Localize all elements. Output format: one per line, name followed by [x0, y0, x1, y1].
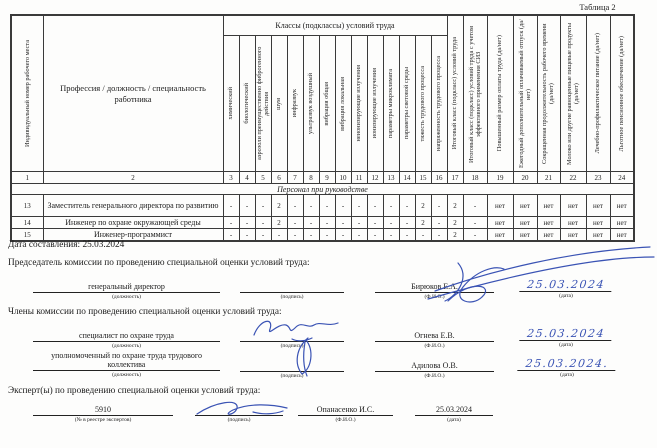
profession-cell: Заместитель генерального директора по ра…: [42, 194, 224, 217]
position-field: уполномоченный по охране труда трудового…: [33, 346, 220, 378]
table-caption: Таблица 2: [579, 2, 616, 12]
signature-field: (подпись): [240, 280, 344, 300]
factor-header: тяжесть трудового процесса: [414, 35, 432, 172]
col-header-workplace-number: Индивидуальный номер рабочего места: [10, 14, 44, 172]
col-header-final-class: Итоговый класс (подкласс) условий труда: [446, 14, 464, 172]
profession-cell: Инженер-программист: [42, 228, 224, 242]
col-header-increased-pay: Повышенный размер оплаты труда (да/нет): [486, 14, 514, 172]
date-field: 25.03.2024 (дата): [519, 327, 613, 348]
expert-registry-number-field: 5910 (№ в реестре экспертов): [33, 403, 173, 423]
signature-field: (подпись): [240, 329, 344, 349]
experts-title: Эксперт(ы) по проведению специальной оце…: [8, 386, 261, 396]
factor-header: химический: [222, 35, 240, 172]
signature-field: (подпись): [195, 403, 283, 423]
factor-header: инфразвук: [286, 35, 304, 172]
chairman-title: Председатель комиссии по проведению спец…: [8, 258, 310, 268]
date-field: 25.03.2024 (дата): [519, 278, 613, 299]
table-row: 15 Инженер-программист - - - - - - - - -…: [10, 228, 635, 242]
date-field: 25.03.2024. (дата): [517, 357, 617, 378]
compose-date: Дата составления: 25.03.2024: [8, 240, 125, 250]
members-title: Члены комиссии по проведению специальной…: [8, 307, 282, 317]
factor-header: ультразвук воздушный: [302, 35, 320, 172]
fio-field: Огнева Е.В. (Ф.И.О.): [375, 329, 494, 349]
table-row: 14 Инженер по охране окружающей среды - …: [10, 216, 635, 229]
factor-header: параметры микроклимата: [382, 35, 400, 172]
position-field: генеральный директор (должность): [33, 280, 220, 300]
date-field: 25.03.2024 (дата): [415, 403, 493, 423]
signature-field: (подпись): [240, 359, 344, 379]
col-header-milk: Молоко или другие равноценные пищевые пр…: [559, 14, 587, 172]
position-field: специалист по охране труда (должность): [33, 329, 220, 349]
col-header-final-class-siz: Итоговый класс (подкласс) условий труда …: [462, 14, 488, 172]
factor-header: вибрация локальная: [334, 35, 352, 172]
fio-field: Опанасенко И.С. (Ф.И.О.): [298, 403, 393, 423]
profession-cell: Инженер по охране окружающей среды: [42, 216, 224, 229]
col-header-therapeutic-food: Лечебно-профилактическое питание (да/нет…: [585, 14, 611, 172]
factor-header: неионизирующие излучения: [350, 35, 368, 172]
working-conditions-table: Индивидуальный номер рабочего места Проф…: [10, 14, 635, 242]
factor-header: напряженность трудового процесса: [430, 35, 448, 172]
factor-header: аэрозоли преимущественно фиброгенного де…: [254, 35, 272, 172]
col-header-classes: Классы (подклассы) условий труда: [222, 14, 448, 36]
col-header-profession: Профессия / должность / специальность ра…: [42, 14, 224, 172]
col-header-reduced-hours: Сокращенная продолжительность рабочего в…: [536, 14, 561, 172]
table-row: 13 Заместитель генерального директора по…: [10, 194, 635, 217]
fio-field: Бирюков Е.А. (Ф.И.О.): [375, 280, 494, 300]
factor-header: параметры световой среды: [398, 35, 416, 172]
factor-header: вибрация общая: [318, 35, 336, 172]
factor-header: биологический: [238, 35, 256, 172]
col-header-pension: Льготное пенсионное обеспечение (да/нет): [609, 14, 635, 172]
col-header-extra-leave: Ежегодный дополнительный оплачиваемый от…: [512, 14, 538, 172]
column-numbers-row: 1 2 3 4 5 6 7 8 9 10 11 12 13 14 15 16 1…: [10, 171, 635, 184]
section-label: Персонал при руководстве: [10, 183, 635, 195]
factor-header: ионизирующие излучения: [366, 35, 384, 172]
fio-field: Адилова О.В. (Ф.И.О.): [375, 359, 494, 379]
factor-header: шум: [270, 35, 288, 172]
